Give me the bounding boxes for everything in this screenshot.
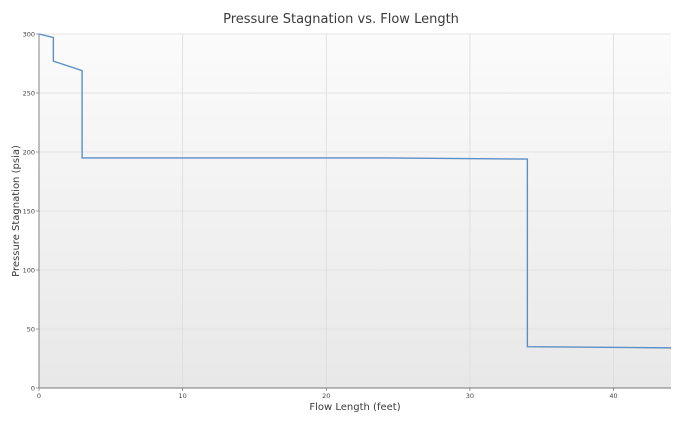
y-tick-label: 0 [31, 384, 35, 392]
x-tick-label: 30 [466, 392, 474, 400]
series-line [38, 33, 672, 349]
axes [36, 33, 671, 391]
y-tick-label: 150 [23, 207, 35, 215]
x-tick-label: 20 [322, 392, 330, 400]
y-tick-labels: 0 50 100 150 200 250 300 [23, 30, 35, 392]
x-axis-title: Flow Length (feet) [309, 402, 400, 413]
y-tick-label: 250 [23, 89, 35, 97]
series [38, 33, 672, 349]
x-tick-label: 10 [178, 392, 186, 400]
y-tick-label: 300 [23, 30, 35, 38]
x-tick-labels: 0 10 20 30 40 [37, 392, 618, 400]
x-tick-label: 40 [609, 392, 617, 400]
y-axis-title: Pressure Stagnation (psia) [11, 145, 22, 277]
y-tick-label: 50 [27, 325, 35, 333]
y-tick-label: 100 [23, 266, 35, 274]
y-tick-label: 200 [23, 148, 35, 156]
grid [39, 33, 671, 388]
x-tick-label: 0 [37, 392, 41, 400]
chart-title: Pressure Stagnation vs. Flow Length [223, 12, 459, 27]
